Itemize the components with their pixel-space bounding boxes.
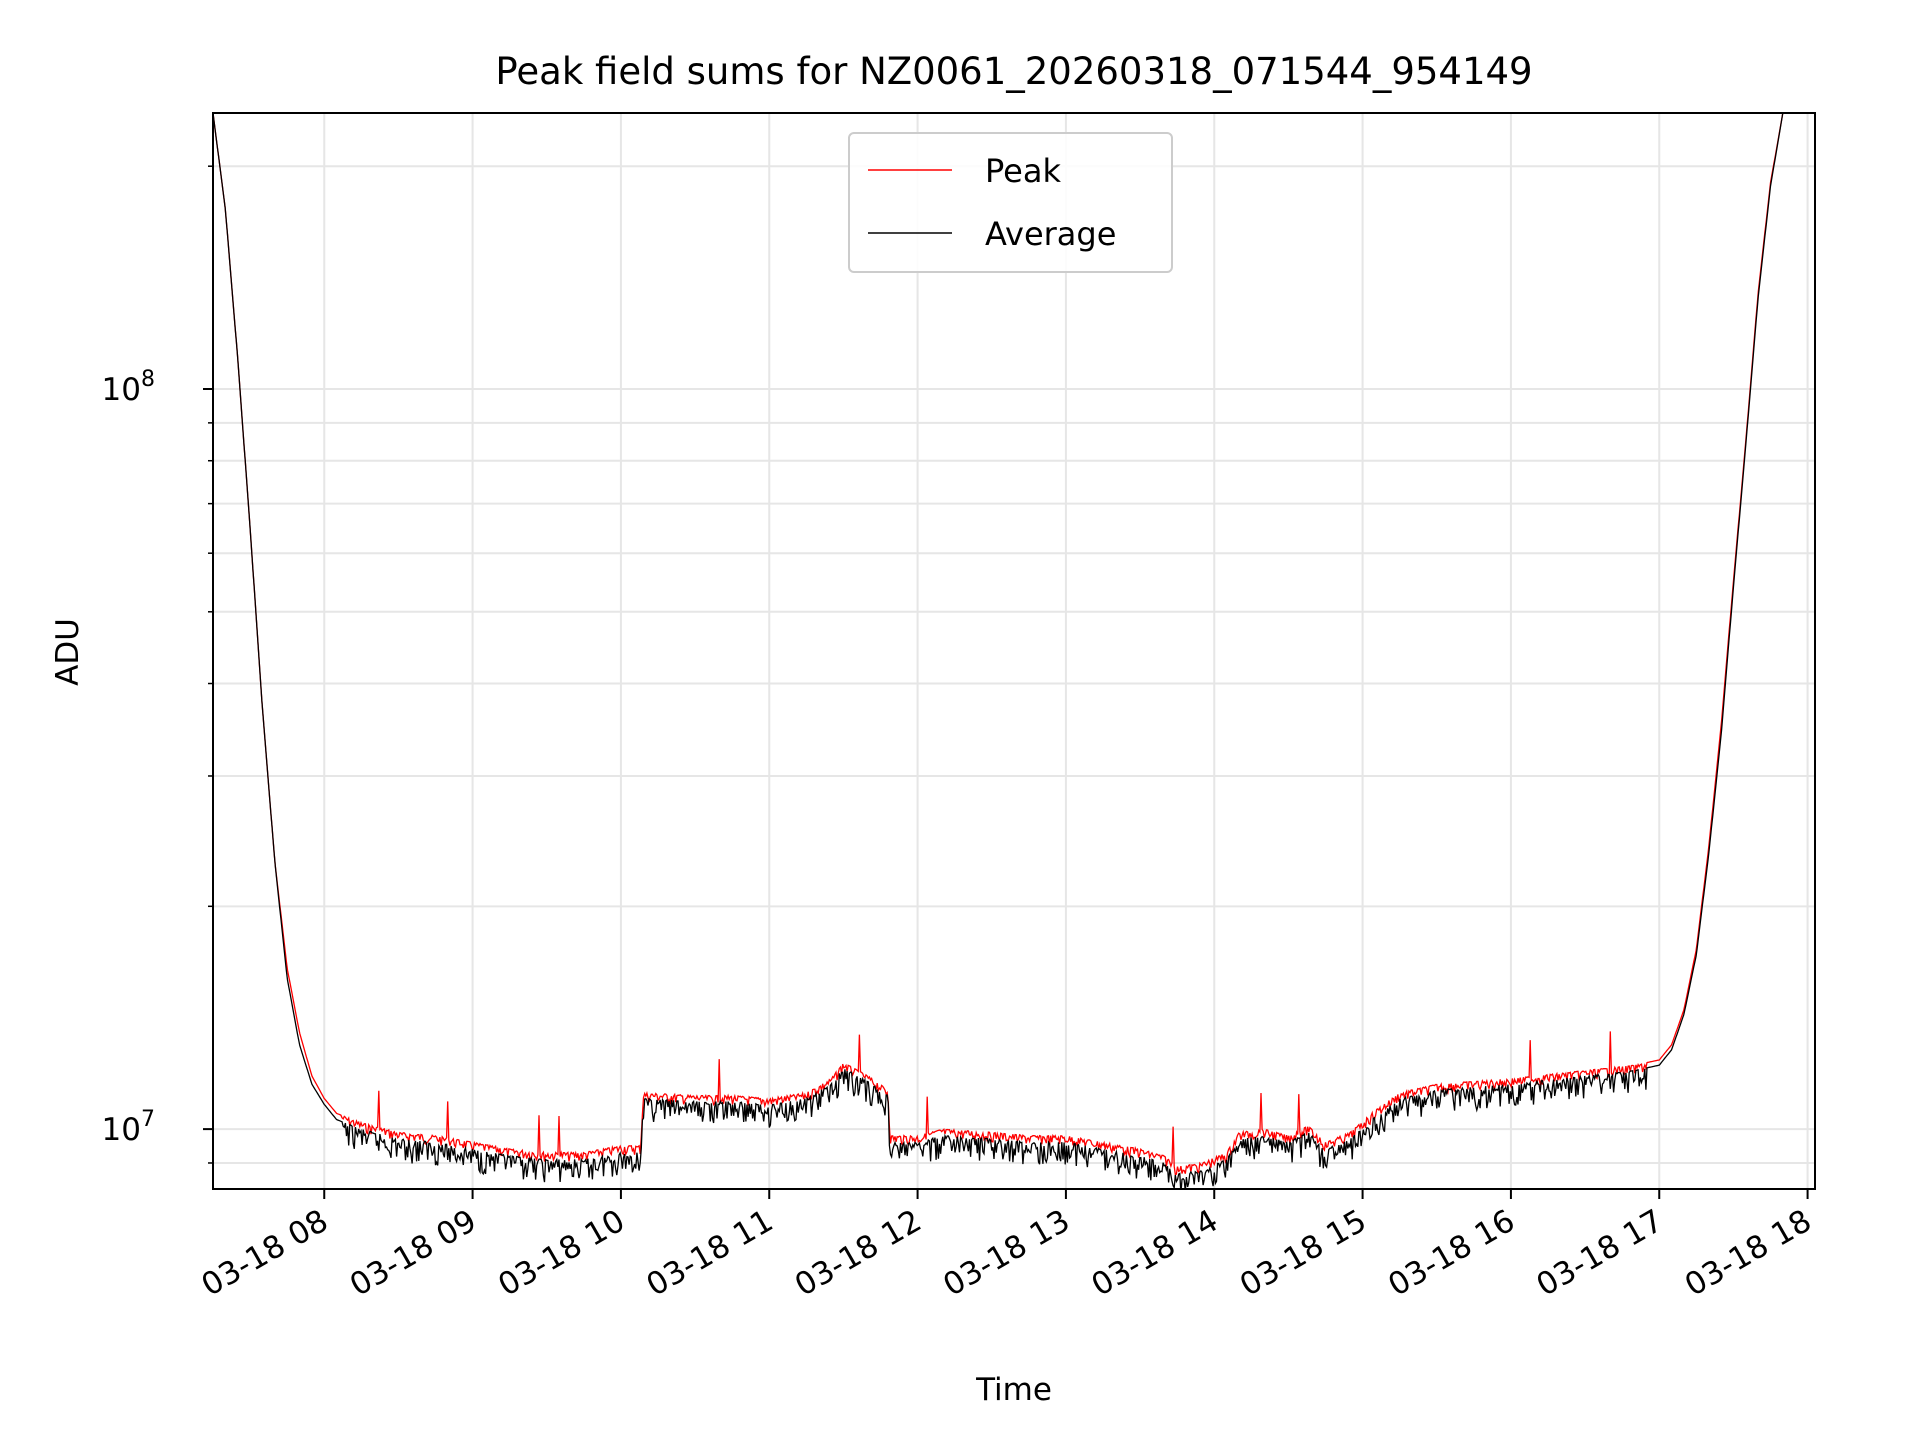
y-axis-label: ADU	[50, 618, 86, 686]
series-line-average	[213, 113, 1808, 1189]
legend-label-peak: Peak	[985, 152, 1061, 190]
y-tick-label: 107	[102, 1107, 155, 1148]
x-axis-label: Time	[975, 1372, 1052, 1408]
y-tick-label: 108	[102, 367, 155, 408]
plot-frame	[212, 112, 1816, 1190]
series-lines	[213, 113, 1808, 1189]
legend-label-average: Average	[985, 215, 1116, 253]
legend: Peak Average	[848, 132, 1173, 273]
grid	[213, 113, 1815, 1189]
chart-title: Peak field sums for NZ0061_20260318_0715…	[495, 50, 1532, 93]
legend-box	[848, 132, 1173, 273]
